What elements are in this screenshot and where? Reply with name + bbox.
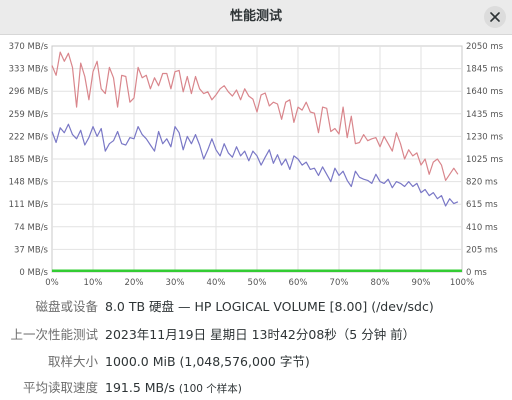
series-line-0 (51, 51, 459, 181)
y-right-tick-label: 1845 ms (466, 65, 504, 75)
x-tick-label: 50% (248, 278, 267, 285)
x-tick-label: 100% (450, 278, 474, 285)
sample-size-label: 取样大小 (47, 354, 98, 369)
info-row-last-benchmark: 上一次性能测试 2023年11月19日 星期日 13时42分08秒（5 分钟 前… (0, 324, 512, 346)
info-row-read-rate: 平均读取速度 191.5 MB/s (100 个样本) (0, 377, 512, 399)
window-title: 性能测试 (229, 9, 282, 24)
last-benchmark-value: 2023年11月19日 星期日 13时42分08秒（5 分钟 前） (105, 327, 416, 342)
y-right-tick-label: 820 ms (466, 178, 498, 188)
y-right-tick-label: 410 ms (466, 223, 498, 233)
y-right-tick-label: 1640 ms (466, 87, 504, 97)
y-left-tick-label: 111 MB/s (9, 200, 49, 210)
y-right-tick-label: 1230 ms (466, 132, 504, 142)
read-rate-value-wrap: 191.5 MB/s (100 个样本) (105, 377, 242, 400)
read-rate-label: 平均读取速度 (22, 380, 98, 395)
last-benchmark-label: 上一次性能测试 (10, 327, 98, 342)
x-tick-label: 60% (289, 278, 308, 285)
title-bar: 性能测试 (0, 0, 512, 35)
y-left-tick-label: 259 MB/s (9, 110, 49, 120)
x-tick-label: 20% (125, 278, 144, 285)
x-tick-label: 30% (166, 278, 185, 285)
benchmark-chart-svg: 0% 10% 20% 30% 40% 50% 60% 70% 80% 90% 100% 370 MB/… (9, 42, 504, 288)
y-left-tick-label: 222 MB/s (9, 132, 49, 142)
disk-value: 8.0 TB 硬盘 — HP LOGICAL VOLUME [8.00] (/d… (105, 299, 434, 314)
y-left-tick-label: 0 MB/s (19, 268, 48, 278)
benchmark-chart: 0% 10% 20% 30% 40% 50% 60% 70% 80% 90% 100% 370 MB/… (0, 35, 512, 288)
info-row-sample-size: 取样大小 1000.0 MiB (1,048,576,000 字节) (0, 351, 512, 373)
y-left-tick-label: 296 MB/s (9, 87, 49, 97)
close-button[interactable] (484, 6, 506, 28)
y-left-tick-label: 37 MB/s (14, 245, 49, 255)
x-tick-label: 0% (45, 278, 59, 285)
close-icon (490, 12, 500, 22)
x-tick-label: 90% (412, 278, 431, 285)
y-left-tick-label: 370 MB/s (9, 42, 49, 52)
sample-size-value: 1000.0 MiB (1,048,576,000 字节) (105, 354, 310, 369)
y-right-tick-label: 1025 ms (466, 155, 504, 165)
x-tick-label: 80% (371, 278, 390, 285)
y-left-tick-label: 74 MB/s (14, 223, 49, 233)
y-right-tick-label: 2050 ms (466, 42, 504, 52)
read-rate-value: 191.5 MB/s (105, 380, 175, 395)
y-left-tick-label: 185 MB/s (9, 155, 49, 165)
x-tick-label: 10% (84, 278, 103, 285)
info-row-disk: 磁盘或设备 8.0 TB 硬盘 — HP LOGICAL VOLUME [8.0… (0, 296, 512, 318)
disk-label: 磁盘或设备 (35, 299, 98, 314)
y-right-tick-label: 205 ms (466, 245, 498, 255)
y-right-tick-label: 0 ms (466, 268, 487, 278)
y-right-tick-label: 1435 ms (466, 110, 504, 120)
y-left-tick-label: 333 MB/s (9, 65, 49, 75)
x-tick-label: 40% (207, 278, 226, 285)
series-line-1 (51, 123, 459, 207)
y-right-tick-label: 615 ms (466, 200, 498, 210)
y-left-tick-label: 148 MB/s (9, 178, 49, 188)
read-rate-samples: (100 个样本) (178, 383, 242, 395)
x-tick-label: 70% (330, 278, 349, 285)
